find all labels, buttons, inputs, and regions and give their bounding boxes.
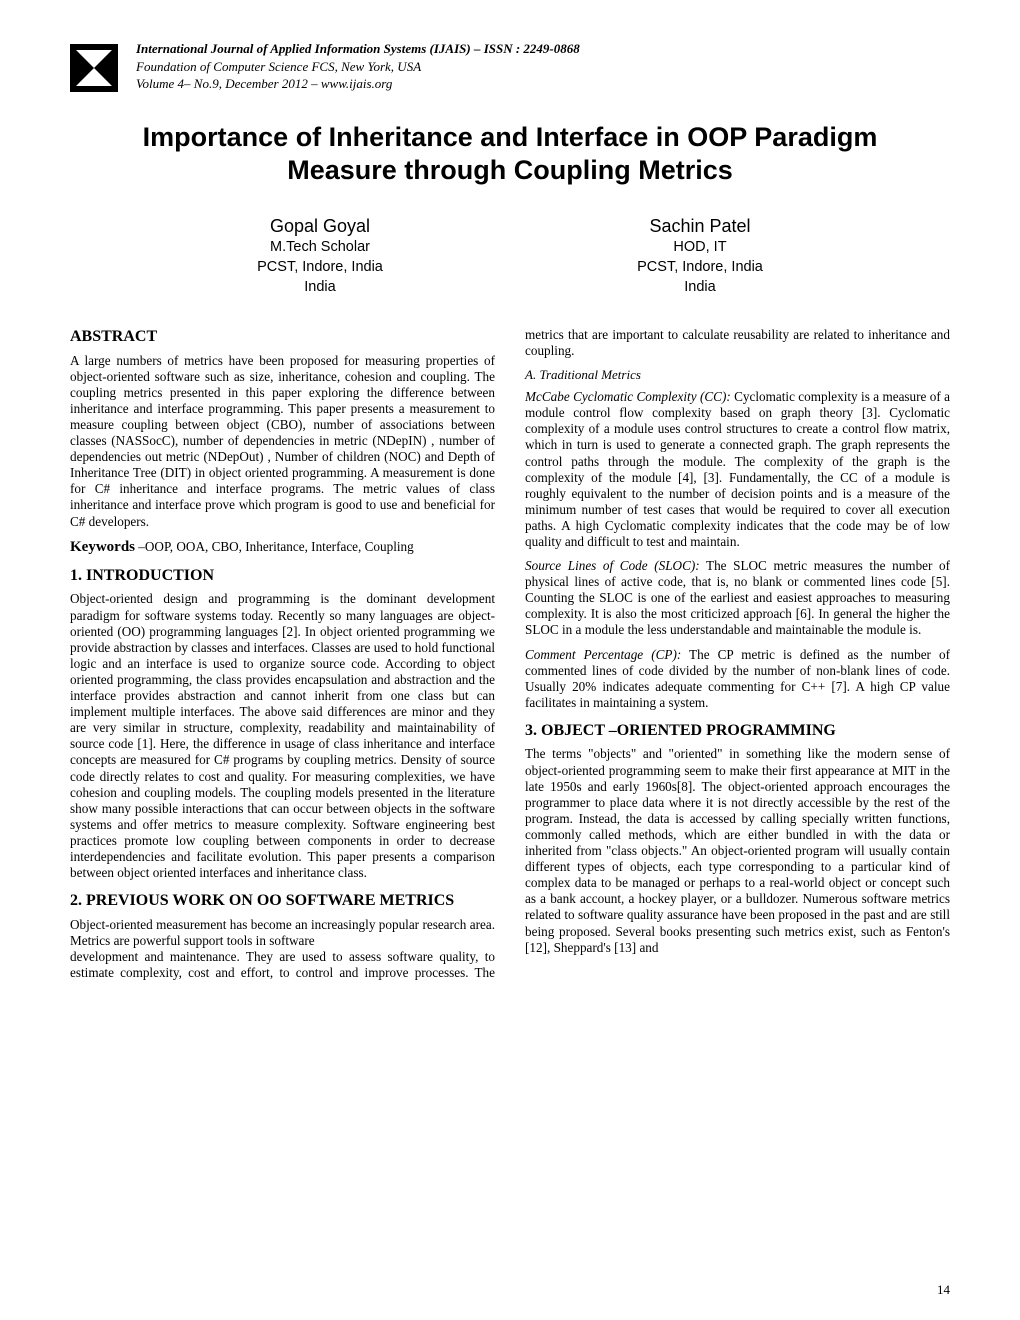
metric-sloc-name: Source Lines of Code (SLOC): [525, 558, 700, 573]
author-2: Sachin Patel HOD, IT PCST, Indore, India… [637, 214, 763, 297]
traditional-metrics-subheading: A. Traditional Metrics [525, 367, 950, 383]
publication-info: International Journal of Applied Informa… [136, 40, 580, 93]
volume-line: Volume 4– No.9, December 2012 – www.ijai… [136, 75, 580, 93]
author-affiliation: PCST, Indore, India [637, 258, 763, 278]
title-line-2: Measure through Coupling Metrics [70, 154, 950, 188]
keywords-text: –OOP, OOA, CBO, Inheritance, Interface, … [135, 539, 414, 554]
authors-block: Gopal Goyal M.Tech Scholar PCST, Indore,… [70, 214, 950, 297]
keywords-line: Keywords –OOP, OOA, CBO, Inheritance, In… [70, 538, 495, 556]
author-name: Sachin Patel [637, 214, 763, 238]
paper-body: ABSTRACT A large numbers of metrics have… [70, 327, 950, 981]
metric-cc-text: Cyclomatic complexity is a measure of a … [525, 389, 950, 549]
metric-cc-paragraph: McCabe Cyclomatic Complexity (CC): Cyclo… [525, 389, 950, 550]
author-1: Gopal Goyal M.Tech Scholar PCST, Indore,… [257, 214, 383, 297]
section-introduction-heading: 1. INTRODUCTION [70, 566, 495, 586]
journal-header: International Journal of Applied Informa… [70, 40, 950, 93]
paper-title: Importance of Inheritance and Interface … [70, 121, 950, 189]
oop-text: The terms "objects" and "oriented" in so… [525, 746, 950, 955]
author-name: Gopal Goyal [257, 214, 383, 238]
author-role: HOD, IT [637, 238, 763, 258]
page-number: 14 [937, 1282, 950, 1298]
abstract-text: A large numbers of metrics have been pro… [70, 353, 495, 530]
publisher-line: Foundation of Computer Science FCS, New … [136, 58, 580, 76]
author-affiliation: PCST, Indore, India [257, 258, 383, 278]
title-line-1: Importance of Inheritance and Interface … [70, 121, 950, 155]
abstract-heading: ABSTRACT [70, 327, 495, 347]
journal-name-line: International Journal of Applied Informa… [136, 40, 580, 58]
metric-cc-name: McCabe Cyclomatic Complexity (CC): [525, 389, 731, 404]
section-previous-work-heading: 2. PREVIOUS WORK ON OO SOFTWARE METRICS [70, 891, 495, 911]
keywords-label: Keywords [70, 539, 135, 555]
author-role: M.Tech Scholar [257, 238, 383, 258]
metric-cp-paragraph: Comment Percentage (CP): The CP metric i… [525, 647, 950, 711]
metric-sloc-paragraph: Source Lines of Code (SLOC): The SLOC me… [525, 558, 950, 638]
previous-work-text-1: Object-oriented measurement has become a… [70, 917, 495, 949]
journal-logo-icon [70, 44, 118, 92]
author-country: India [257, 278, 383, 298]
section-oop-heading: 3. OBJECT –ORIENTED PROGRAMMING [525, 721, 950, 741]
author-country: India [637, 278, 763, 298]
introduction-text: Object-oriented design and programming i… [70, 591, 495, 881]
metric-cp-name: Comment Percentage (CP): [525, 647, 681, 662]
